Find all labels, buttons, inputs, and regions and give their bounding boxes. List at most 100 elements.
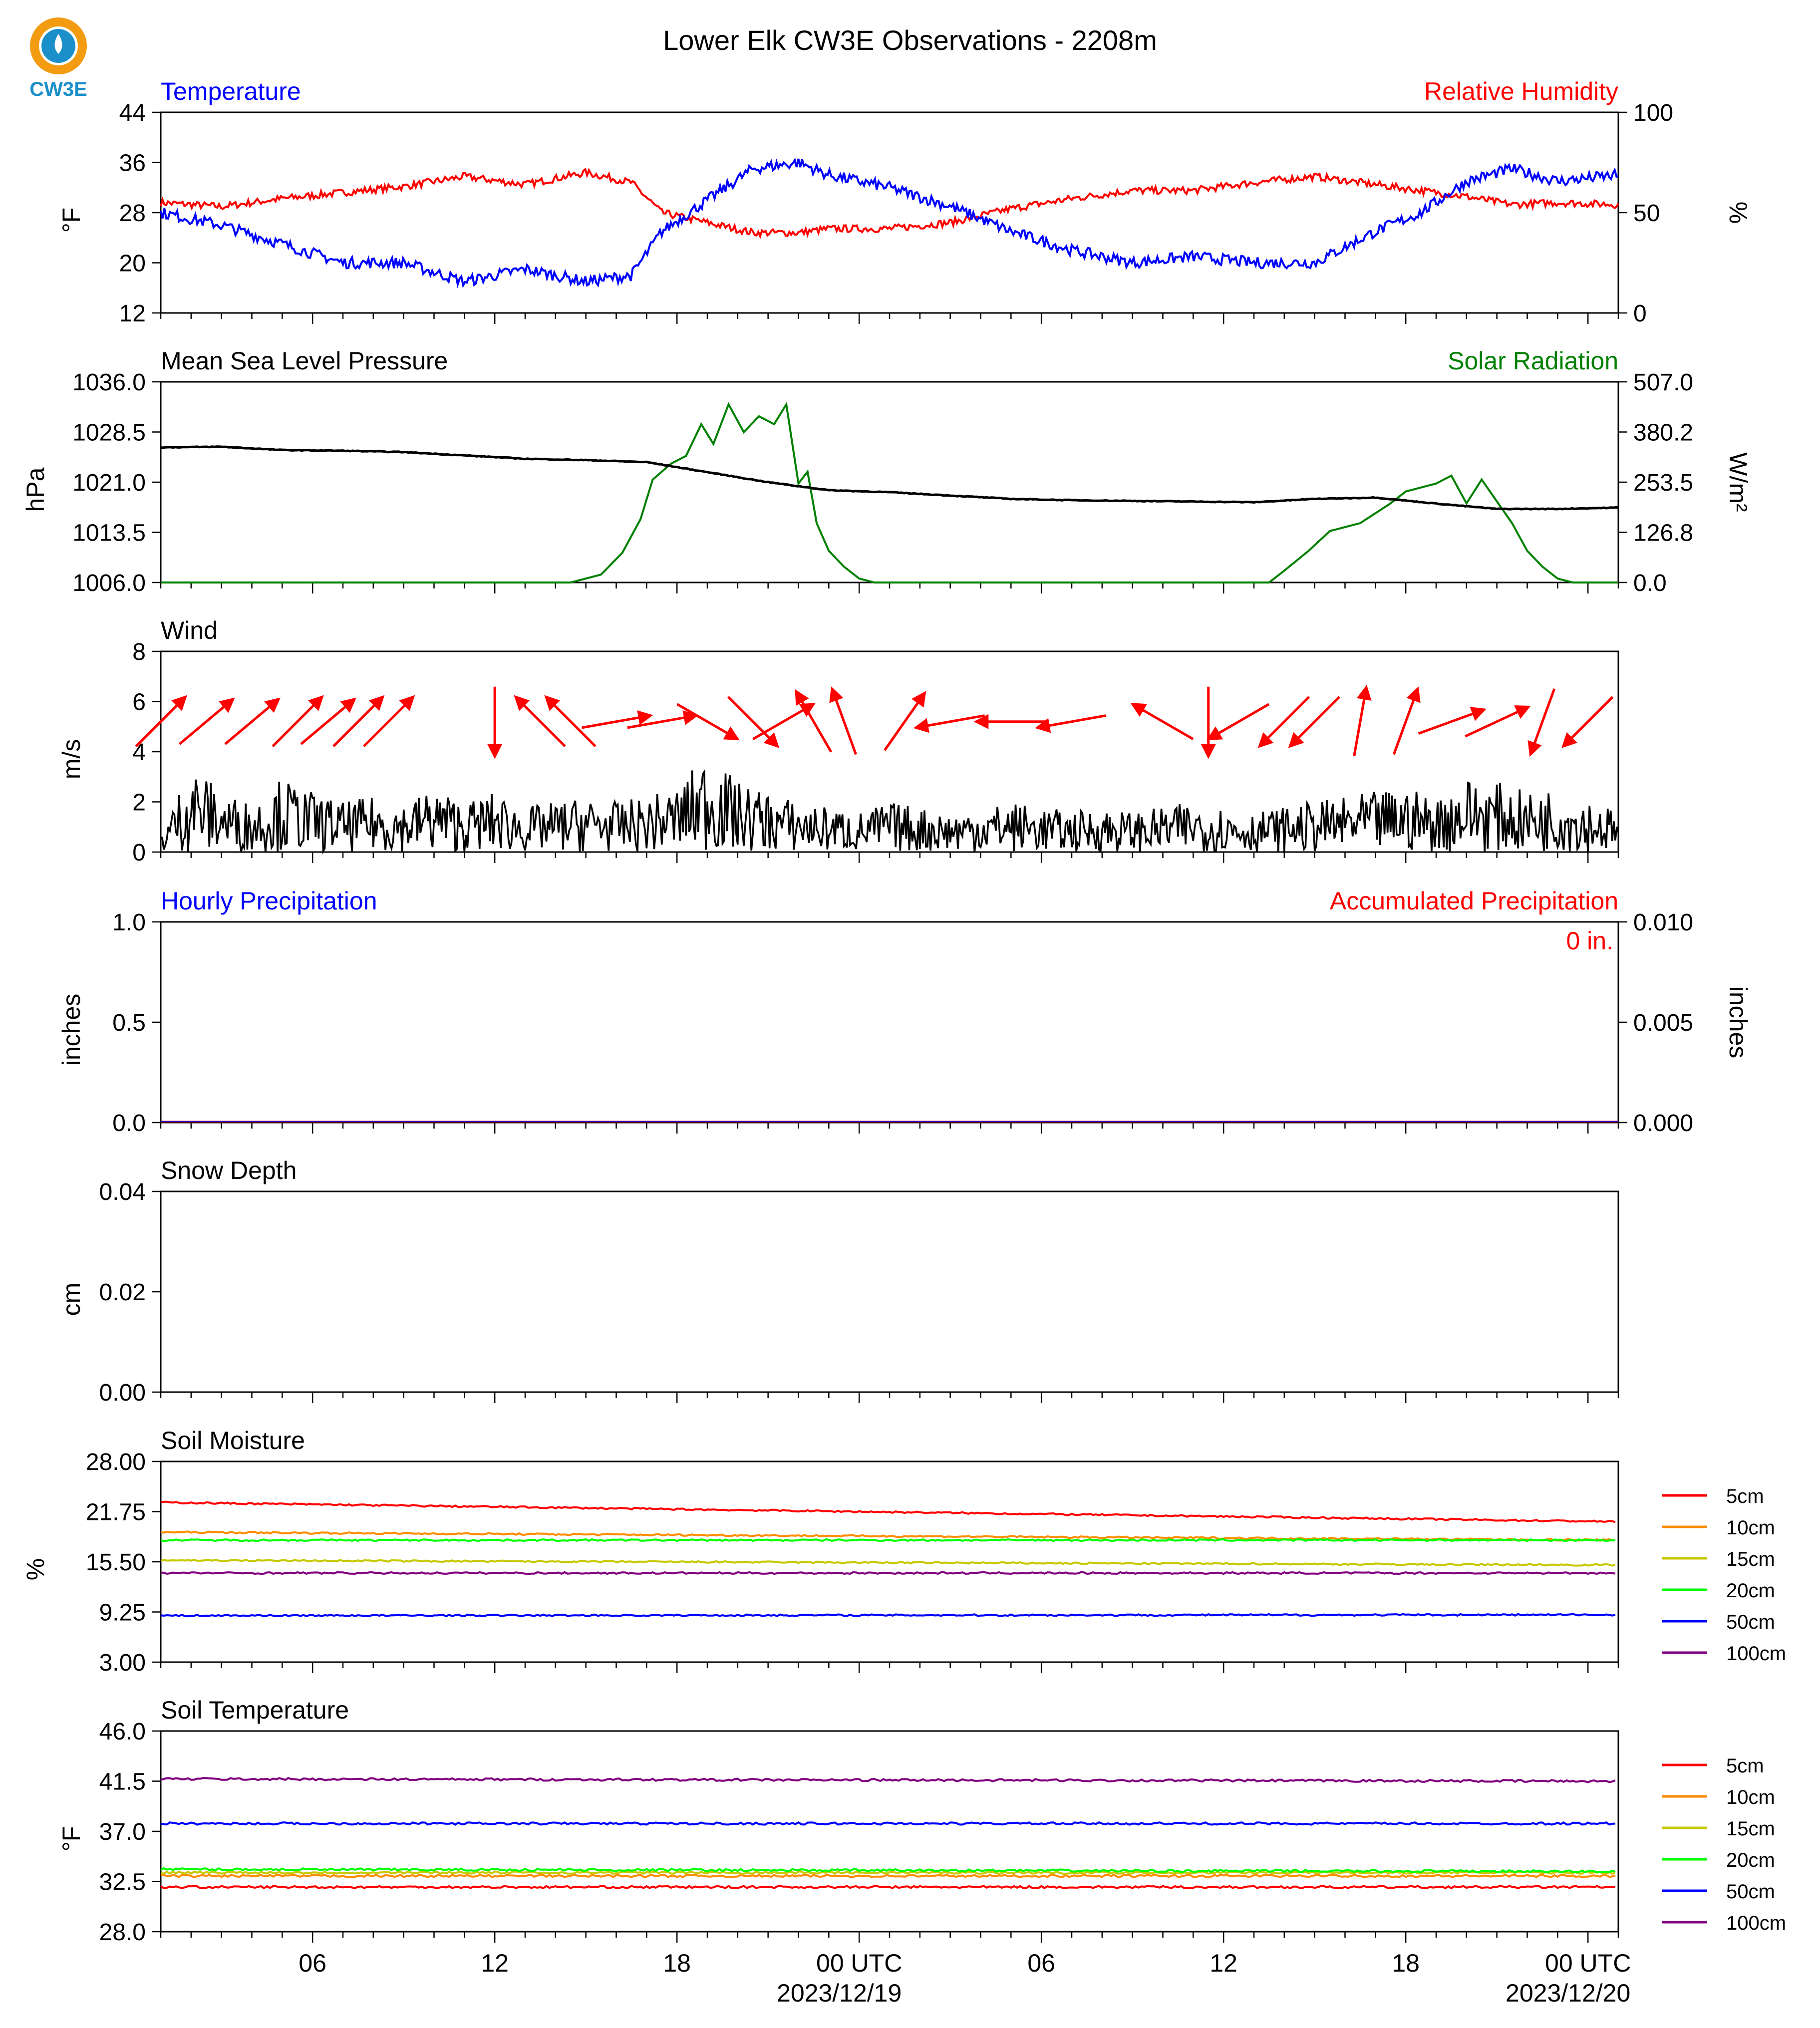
x-tick-label: 00 UTC [816,1949,902,1977]
soil-series-line [160,1873,1616,1878]
y-axis-label: hPa [21,467,49,512]
y-left-tick-label: 21.75 [86,1499,146,1526]
panel-snow: Snow Depth 0.00 0.02 0.04 cm [57,1157,1619,1406]
wind-arrow [676,703,740,741]
y-right-tick-label: 380.2 [1633,420,1693,446]
panel-title: Wind [161,616,218,644]
wind-arrow [135,695,188,747]
y-right-tick-label: 253.5 [1633,470,1693,496]
y-right-tick-label: 0.010 [1633,909,1693,936]
soil-series-line [160,1538,1615,1542]
y-left-tick-label: 0.5 [112,1010,146,1036]
humidity-line [160,167,1619,240]
legend-label: 100cm [1726,1643,1786,1665]
y-axis-label: m/s [57,739,85,780]
y-axis-label: inches [57,994,85,1066]
x-tick-label: 06 [1027,1949,1055,1977]
wind-arrow [362,695,415,747]
wind-arrow [795,689,833,753]
soil-series-line [160,1571,1616,1575]
panel-title: Soil Temperature [161,1696,349,1724]
wind-arrow [913,714,985,733]
x-tick-label: 00 UTC [1545,1949,1631,1977]
soil-series-line [160,1500,1616,1523]
wind-arrow [582,710,653,729]
y-left-tick-label: 28.00 [86,1449,146,1475]
panel-right-title: Accumulated Precipitation [1330,887,1618,915]
wind-arrow [1206,703,1270,741]
soil-series-line [160,1558,1616,1567]
soil-series-line [160,1867,1616,1874]
x-tick-sublabel: 2023/12/19 [777,1979,902,2007]
y-axis-label: °F [57,208,85,233]
soil-series-line [160,1870,1616,1875]
y-right-tick-label: 0.005 [1633,1010,1693,1036]
wind-arrow [1035,714,1107,733]
y-left-tick-label: 28.0 [99,1919,146,1946]
y-left-tick-label: 12 [119,300,146,327]
wind-arrow [1130,703,1194,740]
legend-label: 20cm [1726,1849,1775,1871]
wind-arrow [1392,686,1421,755]
logo-drop-icon [54,34,62,54]
legend: 5cm 10cm 15cm 20cm 50cm 100cm [1662,1485,1786,1665]
y-axis-label: °F [57,1826,85,1852]
y-axis-label-right: W/m² [1724,452,1752,512]
y-left-tick-label: 0.00 [99,1380,146,1406]
y-left-tick-label: 20 [119,251,146,277]
panel-snow-frame [160,1190,1619,1393]
y-left-tick-label: 1006.0 [72,570,146,596]
wind-arrow [727,696,780,748]
panel-right-title: Relative Humidity [1424,77,1618,105]
wind-arrow [224,697,281,745]
y-left-tick-label: 0.0 [112,1110,146,1137]
soil-series-line [160,1613,1616,1618]
wind-arrow [1288,696,1340,748]
cw3e-logo: CW3E [29,17,87,100]
wind-arrow [514,695,566,747]
panel-soil_temp: Soil Temperature 28.0 32.5 37.0 41.5 46.0 °F [57,1696,1619,1946]
wind-arrow [1561,696,1614,748]
legend-label: 10cm [1726,1517,1775,1539]
legend-label: 20cm [1726,1580,1775,1602]
y-right-tick-label: 126.8 [1633,520,1693,547]
soil-series-line [160,1530,1615,1542]
legend-label: 5cm [1726,1755,1764,1777]
panel-title: Mean Sea Level Pressure [161,347,448,375]
y-left-tick-label: 1.0 [112,909,146,936]
logo-ring [30,17,87,74]
y-axis-label-right: % [1724,202,1752,224]
legend-label: 50cm [1726,1611,1775,1633]
solar-radiation-line [161,401,1618,583]
soil-series-line [160,1776,1616,1783]
legend: 5cm 10cm 15cm 20cm 50cm 100cm [1662,1755,1786,1934]
x-tick-label: 12 [1210,1949,1237,1977]
y-left-tick-label: 28 [119,200,146,227]
wind-arrow [627,710,699,729]
legend-label: 50cm [1726,1881,1775,1903]
wind-arrow [884,691,926,751]
y-left-tick-label: 2 [132,790,146,816]
legend-label: 15cm [1726,1548,1775,1570]
y-left-tick-label: 9.25 [99,1600,146,1626]
y-axis-label: cm [57,1283,85,1316]
logo-text: CW3E [29,78,87,100]
y-left-tick-label: 15.50 [86,1549,146,1576]
y-left-tick-label: 1021.0 [72,470,146,496]
wind-arrow [1257,696,1310,748]
x-tick-label: 06 [299,1949,326,1977]
legend-label: 15cm [1726,1818,1775,1840]
panel-pressure: Mean Sea Level Pressure Solar Radiation 10… [21,347,1752,596]
y-axis-label: % [21,1558,49,1580]
y-left-tick-label: 44 [119,100,146,126]
x-tick-sublabel: 2023/12/20 [1506,1979,1630,2007]
y-left-tick-label: 46.0 [99,1719,146,1745]
y-right-tick-label: 0.000 [1633,1110,1693,1137]
panel-pressure-frame [160,381,1619,583]
y-left-tick-label: 0.02 [99,1279,146,1306]
wind-speed-line [160,769,1619,855]
legend-label: 5cm [1726,1485,1764,1507]
y-left-tick-label: 1036.0 [72,369,146,396]
